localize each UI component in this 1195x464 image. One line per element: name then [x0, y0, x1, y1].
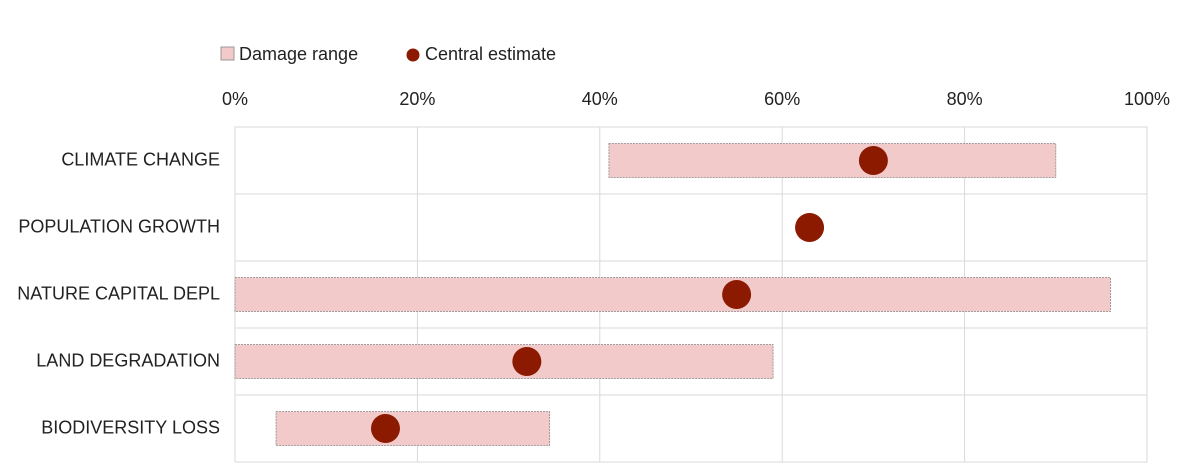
legend-swatch: [220, 46, 235, 61]
y-tick-label: BIODIVERSITY LOSS: [41, 417, 220, 437]
central-dot: [370, 414, 400, 443]
x-tick-label: 60%: [764, 89, 800, 109]
range-bar: [234, 277, 1111, 312]
y-tick-label: POPULATION GROWTH: [18, 216, 220, 236]
x-tick-label: 0%: [222, 89, 248, 109]
y-tick-label: LAND DEGRADATION: [36, 350, 220, 370]
range-bar: [608, 143, 1057, 178]
y-tick-label: NATURE CAPITAL DEPL: [17, 283, 220, 303]
x-tick-label: 100%: [1124, 89, 1170, 109]
x-tick-label: 40%: [582, 89, 618, 109]
legend-swatch: [406, 48, 420, 62]
range-bar: [234, 344, 774, 379]
central-dot: [512, 347, 542, 376]
legend-label: Central estimate: [425, 44, 556, 64]
range-bar: [275, 411, 551, 446]
x-tick-label: 20%: [399, 89, 435, 109]
legend-label: Damage range: [239, 44, 358, 64]
y-tick-label: CLIMATE CHANGE: [61, 149, 220, 169]
central-dot: [722, 280, 752, 309]
x-tick-label: 80%: [947, 89, 983, 109]
central-dot: [795, 213, 825, 242]
central-dot: [858, 146, 888, 175]
